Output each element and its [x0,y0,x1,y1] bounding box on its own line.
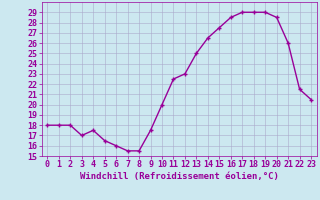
X-axis label: Windchill (Refroidissement éolien,°C): Windchill (Refroidissement éolien,°C) [80,172,279,181]
